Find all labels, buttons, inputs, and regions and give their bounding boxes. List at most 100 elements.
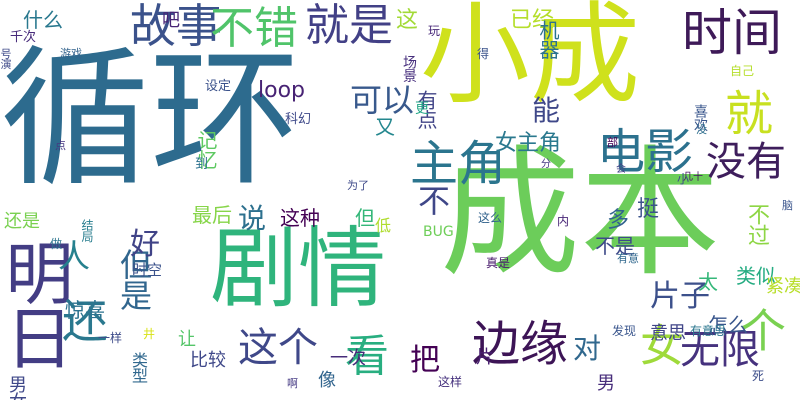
cloud-word: 多 [607, 208, 630, 233]
cloud-word: 到 [195, 157, 209, 172]
cloud-word: 类似 [736, 264, 776, 288]
cloud-word: 电影 [597, 124, 694, 180]
cloud-word: 意思 [650, 323, 686, 344]
cloud-word: 这个 [238, 325, 318, 371]
cloud-word: 不错 [210, 3, 298, 54]
cloud-word: 不是 [595, 234, 635, 258]
cloud-word: 有意思 [690, 324, 727, 338]
cloud-word: 剧情 [210, 217, 387, 320]
cloud-word: 更 [415, 101, 429, 117]
cloud-word: 把 [410, 343, 440, 378]
cloud-word: 成本 [440, 133, 721, 296]
cloud-word: 但 [355, 206, 375, 230]
cloud-word: 片子 [650, 279, 710, 314]
cloud-word: 还是 [4, 211, 40, 232]
cloud-word: 一次 [330, 348, 366, 369]
cloud-word: 低 [375, 216, 392, 235]
cloud-word: 像 [318, 370, 336, 391]
cloud-word: 做 [50, 237, 63, 251]
cloud-word: 就是 [305, 0, 393, 51]
cloud-word: 得 [477, 47, 490, 61]
cloud-word: 还 [62, 294, 108, 348]
cloud-word: 片 [476, 347, 494, 368]
cloud-word: 会 [616, 164, 626, 175]
cloud-word: 点 [55, 139, 66, 152]
cloud-word: 有意 [617, 252, 639, 265]
cloud-word: 人 [58, 237, 91, 275]
cloud-word: 时空 [132, 261, 163, 279]
cloud-word: 惊喜 [65, 298, 105, 322]
cloud-word: 千次 [10, 30, 37, 45]
cloud-word: 主角 [410, 136, 507, 192]
cloud-word: 设定 [205, 79, 232, 94]
cloud-word: 比较 [190, 350, 226, 371]
cloud-word: 太 [698, 270, 718, 294]
cloud-word: 部 [607, 136, 618, 149]
cloud-word: 不过 [744, 203, 769, 246]
cloud-word: 为了 [347, 179, 369, 192]
cloud-word: 小 [677, 172, 690, 186]
cloud-word: 对 [573, 332, 602, 365]
cloud-word: 有点 [414, 90, 438, 129]
cloud-word: 结局 [80, 219, 94, 243]
cloud-word: 男 [597, 373, 615, 394]
cloud-word: 女 [640, 321, 684, 372]
cloud-word: 吧 [162, 10, 180, 31]
cloud-word: 什么 [23, 8, 63, 32]
cloud-word: 啊 [287, 377, 298, 390]
cloud-word: loop [258, 78, 305, 103]
cloud-word: 又 [375, 115, 395, 139]
cloud-word: 记忆 [194, 130, 218, 169]
cloud-word: 内 [557, 214, 570, 228]
cloud-word: 个 [740, 304, 786, 358]
cloud-word: 时间 [682, 4, 782, 62]
cloud-word: 紧凑 [766, 276, 800, 297]
cloud-word: 最后 [192, 203, 232, 227]
cloud-word: 女主角 [495, 131, 562, 156]
cloud-word: 看 [345, 331, 389, 382]
cloud-word: 能 [532, 94, 561, 127]
cloud-word: 这 [396, 8, 419, 33]
cloud-word: 这样 [438, 375, 463, 389]
cloud-word: 场景 [401, 55, 417, 82]
cloud-word: 机器 [536, 20, 560, 59]
cloud-word: 怎么 [708, 313, 748, 337]
cloud-word: 就 [725, 86, 774, 142]
cloud-word: 游戏 [60, 47, 82, 60]
cloud-word: 说 [238, 202, 267, 235]
cloud-word: 挺 [637, 197, 660, 222]
cloud-word: 发现 [612, 324, 637, 338]
cloud-word: 喜欢 [692, 104, 708, 131]
cloud-word: 边缘 [472, 316, 569, 372]
cloud-word: 没有 [706, 139, 786, 185]
cloud-word: 循环 [0, 33, 301, 207]
cloud-word: 死 [752, 369, 765, 383]
cloud-word: 类型 [129, 352, 148, 383]
cloud-word: 这种 [280, 206, 320, 230]
cloud-word: BUG [423, 224, 454, 240]
cloud-word: 无限 [680, 327, 760, 373]
cloud-word: 已经 [510, 8, 555, 33]
cloud-word: 不 [418, 182, 451, 220]
cloud-word: 玩 [428, 24, 441, 38]
cloud-word: 可以 [350, 81, 415, 119]
cloud-word: 好 [130, 227, 160, 262]
cloud-word: 让 [178, 329, 196, 350]
cloud-word: 自己 [730, 64, 755, 78]
cloud-word: 一样 [98, 331, 123, 345]
cloud-word: 这么 [478, 211, 503, 225]
cloud-word: 但是 [115, 248, 153, 310]
cloud-word: 井 [143, 327, 156, 341]
cloud-word: 号演 [0, 48, 12, 70]
cloud-word: 小成 [420, 0, 640, 119]
cloud-word: 科幻 [285, 112, 312, 127]
cloud-word: 几十 [683, 172, 703, 183]
cloud-word: 没 [696, 123, 707, 136]
cloud-word: 明日 [0, 238, 72, 369]
cloud-word: 真是 [486, 256, 511, 270]
cloud-word: 男女 [6, 375, 27, 400]
cloud-word: 分 [541, 159, 551, 170]
cloud-word: 脑 [782, 199, 793, 212]
cloud-word: 故事 [130, 0, 222, 53]
